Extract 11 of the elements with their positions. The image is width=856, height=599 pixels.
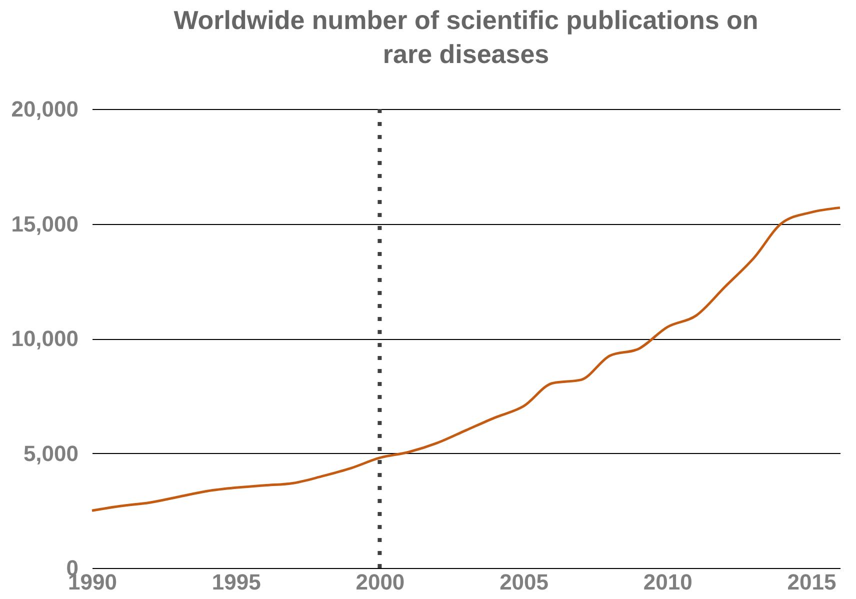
x-tick-label: 1995	[212, 570, 261, 594]
y-tick-label: 20,000	[11, 96, 78, 122]
x-tick-label: 2015	[787, 570, 836, 594]
x-tick-label: 2005	[500, 570, 549, 594]
x-tick-label: 2000	[356, 570, 405, 594]
line-series	[90, 206, 842, 512]
chart-title: Worldwide number of scientific publications on rare diseases	[174, 5, 758, 69]
x-tick-label: 2010	[643, 570, 692, 594]
y-tick-label: 5,000	[23, 440, 78, 466]
y-tick-label: 10,000	[11, 326, 78, 351]
y-tick-label: 15,000	[11, 211, 78, 236]
